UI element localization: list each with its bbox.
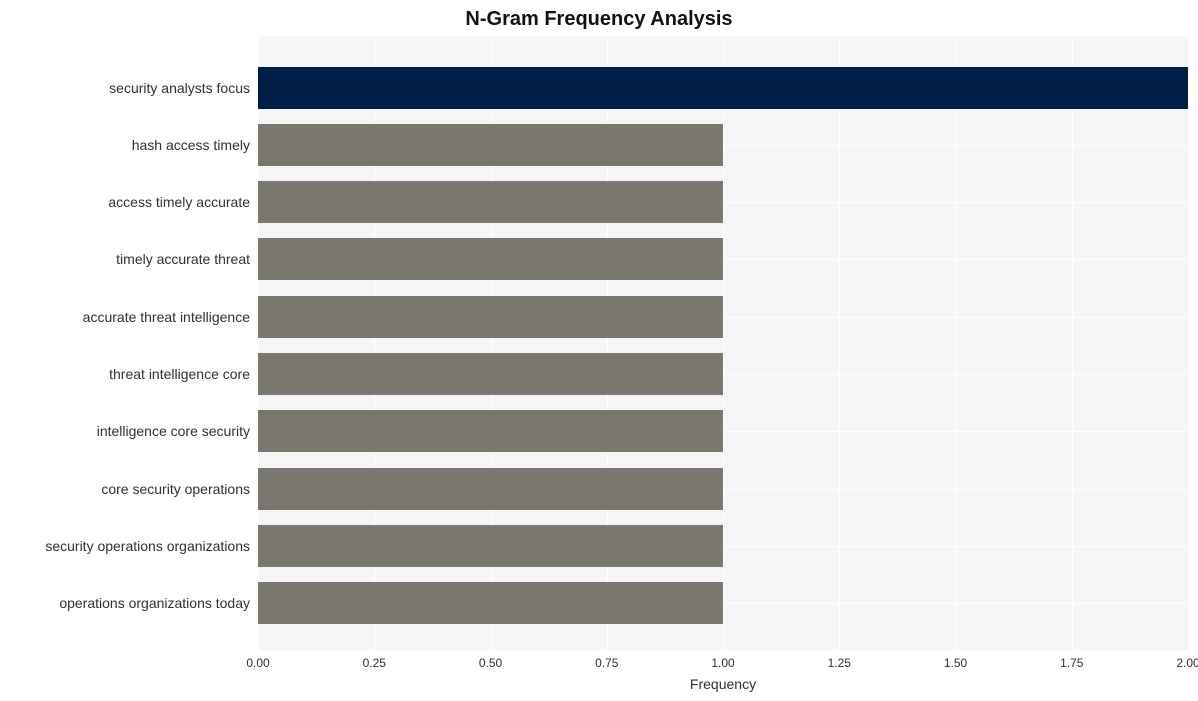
- y-tick-label: security analysts focus: [0, 81, 250, 95]
- y-tick-label: hash access timely: [0, 138, 250, 152]
- x-axis-label: Frequency: [258, 676, 1188, 692]
- x-axis-ticks: 0.000.250.500.751.001.251.501.752.00: [258, 656, 1188, 672]
- x-tick-label: 1.25: [828, 656, 851, 670]
- bar: [258, 410, 723, 452]
- x-tick-label: 1.50: [944, 656, 967, 670]
- grid-vertical: [1188, 36, 1189, 650]
- y-tick-label: threat intelligence core: [0, 367, 250, 381]
- plot-area: [258, 36, 1188, 650]
- bar: [258, 124, 723, 166]
- y-tick-label: access timely accurate: [0, 195, 250, 209]
- bar: [258, 67, 1188, 109]
- grid-vertical: [956, 36, 957, 650]
- bar: [258, 353, 723, 395]
- bar: [258, 296, 723, 338]
- bar: [258, 238, 723, 280]
- bar: [258, 468, 723, 510]
- y-axis-labels: security analysts focus hash access timel…: [0, 36, 254, 650]
- grid-vertical: [1072, 36, 1073, 650]
- bar: [258, 582, 723, 624]
- bar: [258, 181, 723, 223]
- x-tick-label: 0.50: [479, 656, 502, 670]
- x-tick-label: 2.00: [1176, 656, 1198, 670]
- y-tick-label: intelligence core security: [0, 424, 250, 438]
- y-tick-label: core security operations: [0, 482, 250, 496]
- bar: [258, 525, 723, 567]
- chart-title: N-Gram Frequency Analysis: [0, 8, 1198, 31]
- grid-vertical: [839, 36, 840, 650]
- y-tick-label: operations organizations today: [0, 596, 250, 610]
- y-tick-label: timely accurate threat: [0, 252, 250, 266]
- y-tick-label: security operations organizations: [0, 539, 250, 553]
- x-tick-label: 0.25: [363, 656, 386, 670]
- grid-vertical: [723, 36, 724, 650]
- ngram-frequency-chart: N-Gram Frequency Analysis security analy…: [0, 0, 1198, 701]
- x-tick-label: 1.75: [1060, 656, 1083, 670]
- x-tick-label: 0.00: [246, 656, 269, 670]
- x-tick-label: 0.75: [595, 656, 618, 670]
- x-tick-label: 1.00: [711, 656, 734, 670]
- y-tick-label: accurate threat intelligence: [0, 310, 250, 324]
